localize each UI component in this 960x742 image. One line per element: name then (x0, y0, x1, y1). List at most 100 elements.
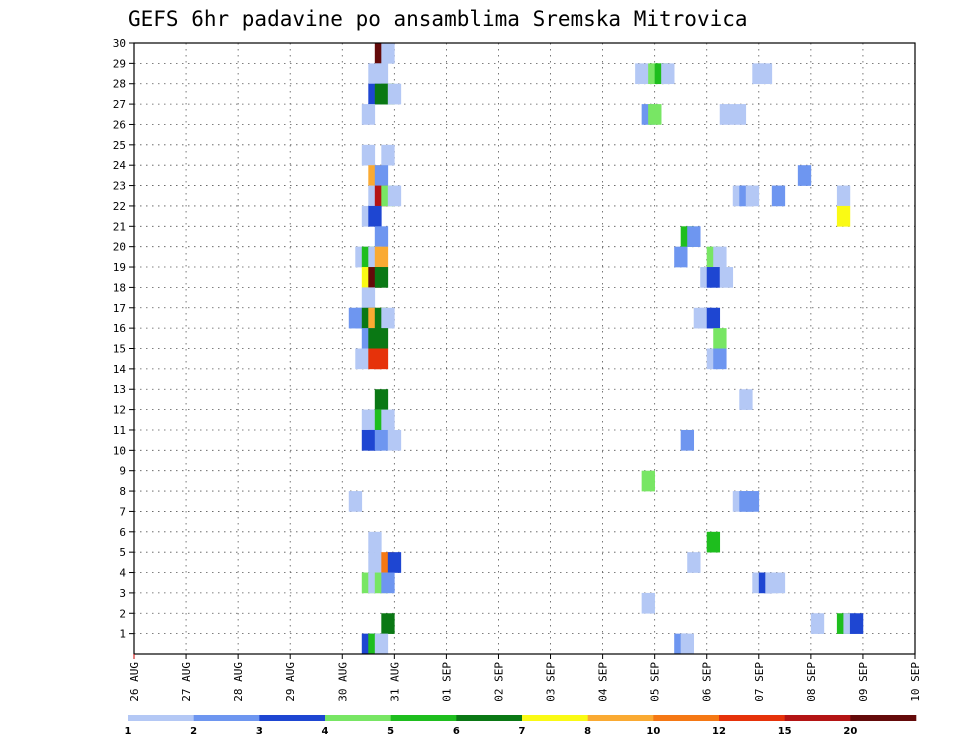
y-tick-label: 10 (113, 444, 126, 457)
heatmap-cell (387, 552, 402, 573)
y-tick-label: 19 (113, 261, 126, 274)
x-tick-label: 04 SEP (597, 662, 610, 702)
y-tick-label: 8 (119, 485, 126, 498)
heatmap-cell (713, 348, 727, 370)
y-tick-label: 3 (119, 587, 126, 600)
colorbar-label: 2 (190, 726, 197, 737)
y-tick-label: 30 (113, 37, 126, 50)
heatmap-cell (381, 409, 395, 431)
y-tick-label: 20 (113, 241, 126, 254)
heatmap-cell (381, 572, 395, 594)
colorbar-swatch (587, 715, 654, 721)
heatmap-cell (687, 552, 701, 573)
x-tick-label: 08 SEP (805, 662, 818, 702)
colorbar-swatch (653, 715, 720, 721)
colorbar-label: 20 (843, 726, 857, 737)
x-tick-label: 31 AUG (388, 662, 401, 702)
heatmap-cell (361, 144, 376, 166)
heatmap-cell (374, 226, 389, 247)
colorbar-label: 1 (125, 726, 132, 737)
x-tick-label: 03 SEP (545, 662, 558, 702)
heatmap-cell (641, 470, 655, 492)
heatmap-cell (758, 63, 773, 85)
y-tick-label: 11 (113, 424, 126, 437)
heatmap-cell (849, 613, 864, 634)
heatmap-cell (368, 531, 382, 553)
x-tick-label: 26 AUG (128, 662, 141, 702)
heatmap-cell (387, 83, 402, 105)
y-tick-label: 22 (113, 200, 126, 213)
heatmap-cell (641, 592, 655, 614)
heatmap-cell (771, 185, 786, 207)
colorbar-swatch (784, 715, 851, 721)
heatmap-cell (635, 63, 649, 85)
y-tick-label: 5 (119, 546, 126, 559)
x-tick-label: 27 AUG (180, 662, 193, 702)
y-tick-label: 7 (119, 505, 126, 518)
heatmap-cell (739, 389, 753, 410)
heatmap-cell (374, 633, 389, 655)
x-tick-label: 30 AUG (336, 662, 349, 702)
heatmap-cell (374, 389, 389, 410)
heatmap-cell (374, 165, 389, 186)
chart-title: GEFS 6hr padavine po ansamblima Sremska … (128, 7, 748, 31)
y-axis-ticks: 1234567891011121314151617181920212223242… (113, 37, 134, 641)
colorbar-swatch (128, 715, 194, 721)
heatmap-cell (687, 226, 701, 247)
heatmap-cell (355, 348, 369, 370)
heatmap-cell (661, 63, 675, 85)
colorbar-label: 10 (646, 726, 660, 737)
y-tick-label: 15 (113, 343, 126, 356)
y-tick-label: 12 (113, 404, 126, 417)
colorbar-label: 4 (322, 726, 329, 737)
x-axis-ticks: 26 AUG 27 AUG 28 AUG 29 AUG 30 AUG 31 AUG 01 S… (128, 654, 922, 702)
heatmap-cell (374, 429, 389, 451)
y-tick-label: 28 (113, 78, 126, 91)
colorbar-swatch (325, 715, 391, 721)
heatmap-cell (648, 104, 662, 125)
y-tick-label: 6 (119, 526, 126, 539)
y-tick-label: 21 (113, 220, 126, 233)
colorbar-label: 8 (584, 726, 591, 737)
colorbar-swatch (719, 715, 785, 721)
heatmap-cell (713, 246, 727, 268)
y-tick-label: 17 (113, 302, 126, 315)
y-tick-label: 13 (113, 383, 126, 396)
x-tick-label: 02 SEP (492, 662, 505, 702)
heatmap-cell (719, 267, 734, 288)
y-tick-label: 18 (113, 281, 126, 294)
colorbar-label: 12 (712, 726, 726, 737)
heatmap-cell (745, 491, 760, 512)
colorbar-label: 6 (453, 726, 460, 737)
x-tick-label: 28 AUG (232, 662, 245, 702)
heatmap-cell (706, 307, 721, 329)
y-tick-label: 26 (113, 118, 126, 131)
y-tick-label: 16 (113, 322, 126, 335)
heatmap-cell (745, 185, 760, 207)
heatmap-cell (797, 165, 812, 186)
heatmap-cell (706, 267, 721, 288)
x-tick-label: 10 SEP (909, 662, 922, 702)
x-tick-label: 07 SEP (753, 662, 766, 702)
grid (134, 43, 915, 654)
heatmap-cells (348, 43, 916, 655)
heatmap-cell (368, 552, 382, 573)
y-tick-label: 27 (113, 98, 126, 111)
heatmap-cell (680, 633, 695, 655)
heatmap-cell (706, 531, 721, 553)
heatmap-cell (719, 104, 734, 125)
colorbar-label: 3 (256, 726, 263, 737)
colorbar-label: 5 (387, 726, 394, 737)
y-tick-label: 24 (113, 159, 127, 172)
heatmap-cell (381, 43, 395, 64)
x-tick-label: 06 SEP (701, 662, 714, 702)
heatmap-cell (374, 63, 389, 85)
colorbar-swatch (456, 715, 523, 721)
x-tick-label: 09 SEP (857, 662, 870, 702)
heatmap-cell (674, 246, 688, 268)
y-tick-label: 23 (113, 180, 126, 193)
y-tick-label: 14 (113, 363, 127, 376)
colorbar-legend: 1 2 3 4 5 6 7 8 10 12 15 20 (125, 715, 917, 737)
heatmap-cell (680, 429, 695, 451)
colorbar-label: 15 (778, 726, 792, 737)
